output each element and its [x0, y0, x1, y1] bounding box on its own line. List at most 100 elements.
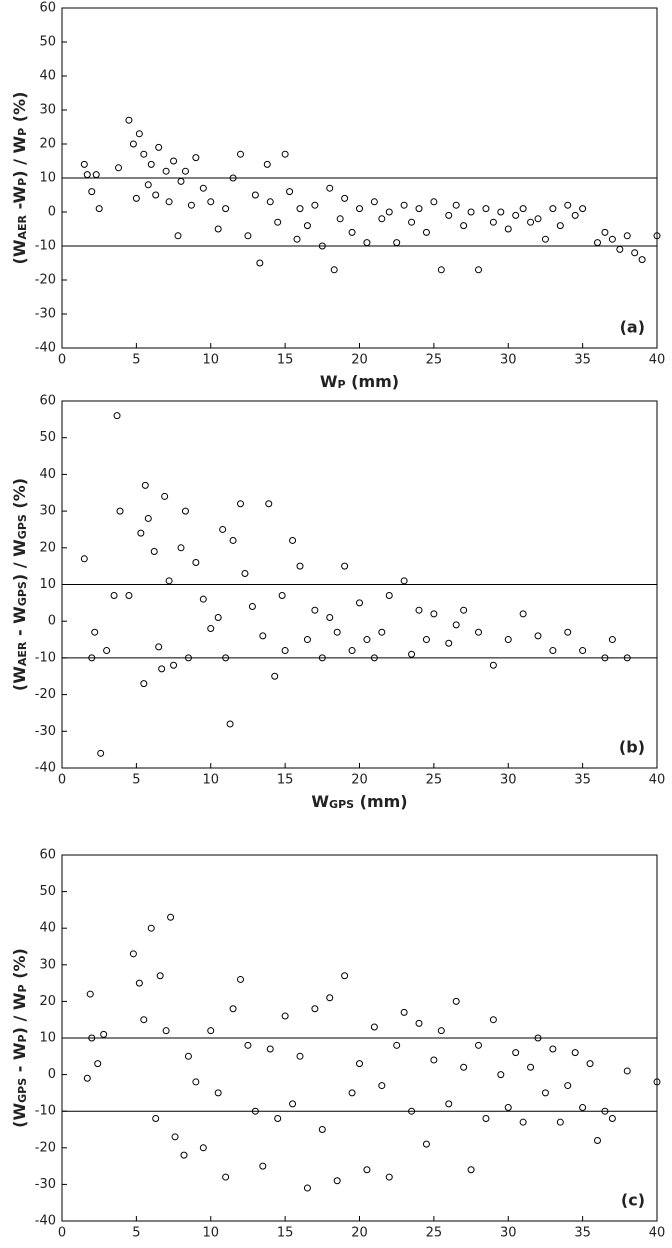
data-point	[259, 632, 267, 640]
data-point	[219, 525, 227, 533]
y-tick-label: -10	[35, 650, 56, 665]
data-point	[623, 1067, 631, 1075]
data-point	[378, 1082, 386, 1090]
label-text: W	[320, 372, 338, 391]
data-point	[370, 198, 378, 206]
data-point	[608, 636, 616, 644]
data-point	[452, 621, 460, 629]
data-point	[95, 205, 103, 213]
y-axis-label: (WAER -WP) / WP (%)	[10, 92, 30, 265]
x-tick-label: 25	[426, 773, 443, 788]
data-point	[281, 1012, 289, 1020]
data-point	[222, 205, 230, 213]
y-tick-label: 30	[39, 103, 56, 118]
data-point	[184, 654, 192, 662]
label-text: (%)	[10, 478, 29, 514]
data-point	[527, 1063, 535, 1071]
panel-annotation: (a)	[620, 318, 645, 337]
data-point	[512, 1049, 520, 1057]
data-point	[251, 1107, 259, 1115]
label-text: ) / W	[10, 539, 29, 581]
data-point	[296, 205, 304, 213]
y-tick-label: 40	[39, 69, 56, 84]
y-tick-label: 50	[39, 430, 56, 445]
data-point	[541, 235, 549, 243]
data-point	[192, 154, 200, 162]
x-tick-label: 15	[277, 353, 294, 368]
data-point	[608, 1115, 616, 1123]
data-point	[129, 950, 137, 958]
data-point	[556, 222, 564, 230]
data-point	[141, 481, 149, 489]
data-point	[167, 913, 175, 921]
panel-annotation: (c)	[621, 1191, 645, 1210]
data-point	[311, 606, 319, 614]
data-point	[534, 1034, 542, 1042]
data-point	[393, 1041, 401, 1049]
data-point	[452, 997, 460, 1005]
y-tick-label: -30	[35, 1177, 56, 1192]
y-tick-label: 0	[48, 205, 56, 220]
data-point	[161, 492, 169, 500]
label-text: (W	[10, 239, 29, 264]
label-text: ) / W	[10, 135, 29, 177]
y-tick-label: 0	[48, 614, 56, 629]
x-axis-label: WP (mm)	[320, 372, 399, 392]
data-point	[482, 205, 490, 213]
data-point	[125, 592, 133, 600]
data-point	[512, 211, 520, 219]
data-point	[187, 201, 195, 209]
data-point	[192, 558, 200, 566]
data-point	[475, 266, 482, 274]
scatter-panel: 0 5 10 15 20 25 30 35 40 -40 -30 -20 -10 0 10 20 30 40 50 6…	[10, 1, 666, 392]
y-tick-label: -40	[35, 761, 56, 776]
y-tick-label: 10	[39, 171, 56, 186]
x-tick-label: 5	[132, 1226, 140, 1241]
data-point	[519, 610, 527, 618]
data-point	[489, 661, 497, 669]
data-point	[303, 1184, 311, 1192]
data-point	[137, 529, 145, 537]
panel-annotation: (b)	[619, 738, 645, 757]
y-tick-label: 40	[39, 467, 56, 482]
data-point	[430, 1056, 438, 1064]
label-subscript: P	[16, 1034, 29, 1042]
data-point	[475, 1041, 482, 1049]
data-point	[482, 1115, 490, 1123]
x-tick-label: 40	[649, 1226, 666, 1241]
data-point	[170, 661, 178, 669]
y-axis-label: (WGPS - WP) / WP (%)	[10, 948, 30, 1128]
data-point	[497, 1071, 505, 1079]
data-point	[356, 599, 363, 607]
data-point	[152, 191, 160, 199]
data-point	[422, 1140, 430, 1148]
data-point	[207, 198, 215, 206]
data-point	[116, 507, 124, 515]
data-point	[214, 1089, 222, 1097]
data-point	[125, 116, 133, 124]
label-text: W	[311, 792, 329, 811]
data-point	[80, 555, 88, 563]
data-point	[378, 215, 386, 223]
data-point	[244, 232, 252, 240]
y-tick-label: -10	[35, 1104, 56, 1119]
data-point	[229, 174, 237, 182]
data-point	[460, 222, 468, 230]
data-point	[147, 924, 155, 932]
x-tick-label: 25	[426, 1226, 443, 1241]
x-tick-label: 30	[500, 773, 517, 788]
data-point	[504, 636, 512, 644]
data-point	[594, 239, 601, 247]
data-point	[140, 680, 148, 688]
x-tick-label: 10	[202, 353, 219, 368]
x-tick-label: 40	[649, 773, 666, 788]
data-point	[237, 975, 244, 983]
data-point	[115, 164, 123, 172]
data-point	[281, 647, 289, 655]
y-tick-label: 20	[39, 540, 56, 555]
label-text: (mm)	[346, 1245, 400, 1248]
data-point	[408, 650, 416, 658]
data-point	[318, 654, 326, 662]
data-point	[601, 228, 609, 236]
data-point	[165, 577, 173, 585]
